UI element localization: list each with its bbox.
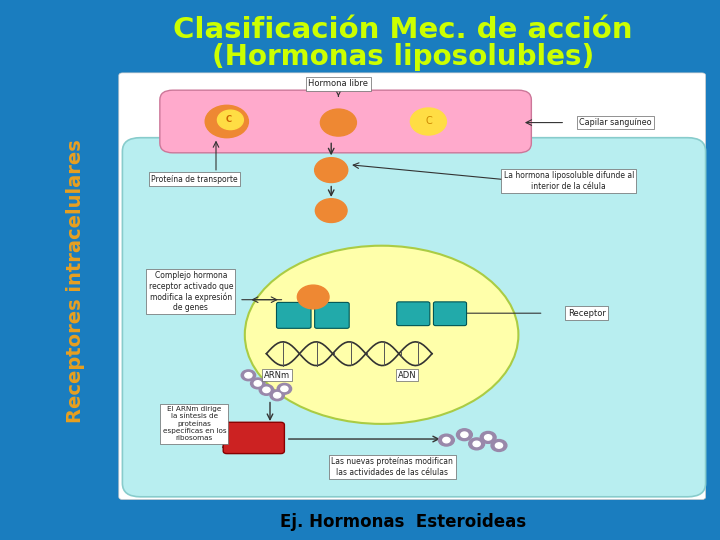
Text: C: C — [425, 117, 432, 126]
Text: Ej. Hormonas  Esteroideas: Ej. Hormonas Esteroideas — [280, 513, 526, 531]
Circle shape — [410, 108, 446, 135]
FancyBboxPatch shape — [397, 302, 430, 326]
Text: Capilar sanguíneo: Capilar sanguíneo — [580, 118, 652, 127]
FancyBboxPatch shape — [122, 138, 706, 497]
Text: ARNm: ARNm — [264, 371, 290, 380]
Circle shape — [473, 441, 480, 447]
Circle shape — [254, 381, 261, 386]
Circle shape — [315, 199, 347, 222]
Text: Complejo hormona
receptor activado que
modifica la expresión
de genes: Complejo hormona receptor activado que m… — [148, 271, 233, 312]
Circle shape — [320, 109, 356, 136]
Circle shape — [480, 431, 496, 443]
Text: Las nuevas proteínas modifican
las actividades de las células: Las nuevas proteínas modifican las activ… — [331, 457, 454, 477]
Circle shape — [469, 438, 485, 450]
Text: Proteína de transporte: Proteína de transporte — [151, 175, 238, 184]
Circle shape — [263, 387, 270, 393]
Text: Receptores intracelulares: Receptores intracelulares — [66, 139, 85, 423]
Text: Hormona libre: Hormona libre — [308, 79, 369, 88]
Circle shape — [245, 373, 252, 378]
Circle shape — [485, 435, 492, 440]
FancyBboxPatch shape — [160, 90, 531, 153]
Circle shape — [315, 158, 348, 183]
FancyBboxPatch shape — [276, 302, 311, 328]
Circle shape — [491, 440, 507, 451]
Circle shape — [270, 390, 284, 401]
Circle shape — [251, 378, 265, 389]
Text: (Hormonas liposolubles): (Hormonas liposolubles) — [212, 43, 594, 71]
Circle shape — [277, 383, 292, 394]
Text: La hormona liposoluble difunde al
interior de la célula: La hormona liposoluble difunde al interi… — [503, 171, 634, 191]
FancyBboxPatch shape — [315, 302, 349, 328]
Circle shape — [456, 429, 472, 441]
Circle shape — [241, 370, 256, 381]
FancyBboxPatch shape — [433, 302, 467, 326]
Ellipse shape — [245, 246, 518, 424]
FancyBboxPatch shape — [119, 73, 706, 500]
Text: ADN: ADN — [397, 371, 416, 380]
Text: C: C — [226, 116, 232, 124]
Circle shape — [438, 434, 454, 446]
Circle shape — [217, 110, 243, 130]
Text: El ARNm dirige
la síntesis de
proteínas
específicas en los
ribosomas: El ARNm dirige la síntesis de proteínas … — [163, 406, 226, 442]
Circle shape — [281, 386, 288, 391]
Circle shape — [443, 437, 450, 443]
FancyBboxPatch shape — [223, 422, 284, 454]
Circle shape — [297, 285, 329, 309]
Circle shape — [205, 105, 248, 138]
Circle shape — [495, 443, 503, 448]
Text: Clasificación Mec. de acción: Clasificación Mec. de acción — [174, 16, 633, 44]
Text: Receptor: Receptor — [568, 309, 606, 318]
Circle shape — [274, 393, 281, 398]
Circle shape — [259, 384, 274, 395]
Circle shape — [461, 432, 468, 437]
